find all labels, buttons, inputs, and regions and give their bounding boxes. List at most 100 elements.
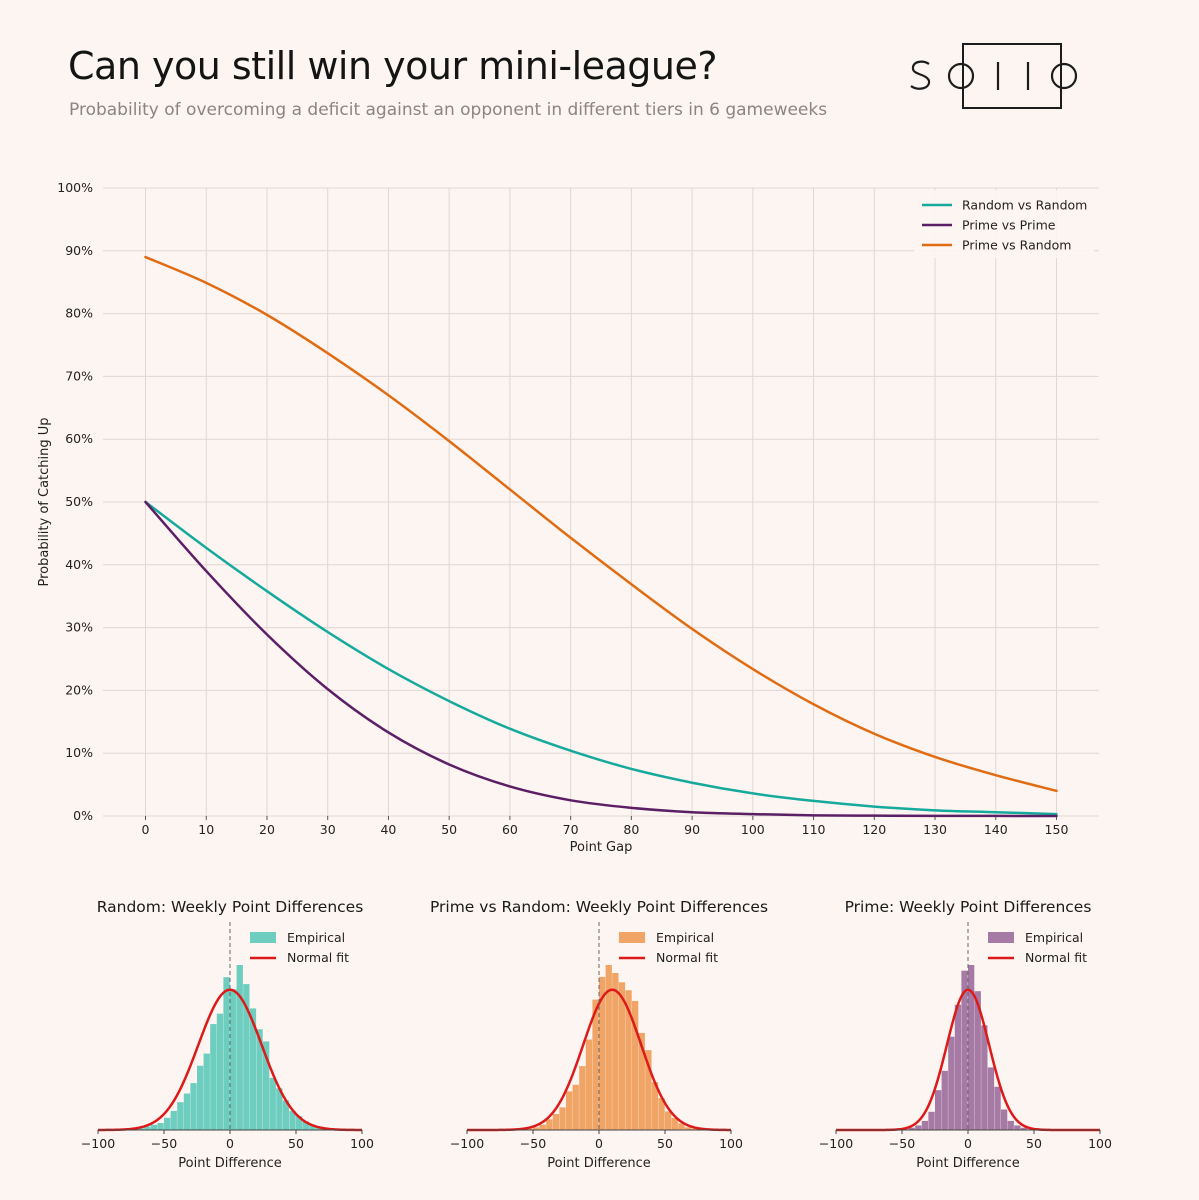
x-tick-label: 0 <box>226 1136 234 1151</box>
histogram-bar <box>137 1128 144 1130</box>
histogram-bar <box>954 1004 962 1130</box>
legend-label: Normal fit <box>656 950 718 965</box>
histogram-bar <box>533 1127 540 1130</box>
histogram-bar <box>170 1110 177 1130</box>
legend-label: Empirical <box>287 930 345 945</box>
histogram-bar <box>572 1084 579 1130</box>
x-tick-label: 50 <box>441 822 457 837</box>
x-axis-label: Point Difference <box>178 1156 281 1171</box>
x-tick-label: 40 <box>380 822 396 837</box>
histogram-bar <box>579 1066 586 1130</box>
histogram-bar <box>289 1110 296 1130</box>
histogram-bar <box>216 1013 224 1130</box>
x-tick-label: 110 <box>802 822 826 837</box>
histogram-bar <box>296 1116 303 1130</box>
x-tick-label: 150 <box>1045 822 1069 837</box>
histogram-bar <box>559 1107 566 1130</box>
legend-label: Prime vs Random <box>962 238 1071 253</box>
x-tick-label: 100 <box>719 1136 743 1151</box>
y-tick-label: 40% <box>65 557 93 572</box>
histogram-bar <box>157 1123 164 1130</box>
y-tick-label: 100% <box>57 180 93 195</box>
histogram-bar <box>526 1128 533 1130</box>
x-tick-label: 130 <box>923 822 947 837</box>
histogram-bar <box>309 1124 316 1130</box>
legend-label: Random vs Random <box>962 198 1087 213</box>
x-tick-label: 50 <box>657 1136 673 1151</box>
legend-label: Normal fit <box>287 950 349 965</box>
histogram-bar <box>223 977 230 1130</box>
y-tick-label: 90% <box>65 243 93 258</box>
x-tick-label: 10 <box>198 822 214 837</box>
x-tick-label: 60 <box>502 822 518 837</box>
x-tick-label: 90 <box>684 822 700 837</box>
histogram-bar <box>210 1024 217 1130</box>
legend-swatch-empirical <box>988 932 1014 943</box>
legend-swatch-empirical <box>619 932 645 943</box>
histogram-bar <box>197 1065 204 1130</box>
histogram-bar <box>546 1119 553 1130</box>
histogram-bar <box>599 976 606 1130</box>
legend-label: Empirical <box>1025 930 1083 945</box>
histogram-bar <box>144 1126 151 1130</box>
histogram-bar <box>1014 1125 1021 1130</box>
histogram-bar <box>948 1036 955 1130</box>
logo-frame <box>962 43 1062 109</box>
histogram-bar <box>961 970 968 1130</box>
histogram-bar <box>671 1118 678 1130</box>
histogram-title: Prime: Weekly Point Differences <box>845 898 1092 916</box>
page-title: Can you still win your mini-league? <box>68 44 718 88</box>
histogram-bar <box>974 991 981 1130</box>
x-tick-label: 30 <box>320 822 336 837</box>
histogram-bar <box>928 1111 935 1130</box>
histogram-bar <box>981 1025 988 1130</box>
series-line-prime-vs-prime <box>144 500 1058 818</box>
x-tick-label: 50 <box>288 1136 304 1151</box>
y-axis-label: Probability of Catching Up <box>37 417 52 586</box>
histogram-bar <box>684 1127 692 1130</box>
normal-fit-curve <box>97 988 363 1132</box>
histogram-bar <box>632 1000 639 1130</box>
histogram-bar <box>585 1039 593 1130</box>
histogram-bar <box>678 1123 685 1130</box>
histogram-bar <box>612 972 619 1130</box>
x-tick-label: −50 <box>520 1136 546 1151</box>
histogram-bar <box>658 1098 665 1130</box>
histogram-bar <box>249 1008 257 1130</box>
histogram-bar <box>539 1124 546 1130</box>
x-tick-label: 0 <box>964 1136 972 1151</box>
histogram-random: Random: Weekly Point Differences −100 −50 0… <box>81 898 374 1171</box>
x-tick-label: −50 <box>151 1136 177 1151</box>
histogram-bar <box>566 1091 573 1130</box>
histogram-bar <box>203 1053 210 1130</box>
histogram-bar <box>921 1120 929 1130</box>
y-tick-label: 30% <box>65 620 93 635</box>
histogram-bar <box>190 1083 197 1130</box>
histogram-prime-vs-random: Prime vs Random: Weekly Point Difference… <box>430 898 768 1171</box>
x-axis-label: Point Gap <box>570 840 633 855</box>
legend-swatch-empirical <box>250 932 276 943</box>
x-axis-label: Point Difference <box>916 1156 1019 1171</box>
x-tick-label: 140 <box>984 822 1008 837</box>
histogram-bar <box>269 1077 276 1130</box>
histogram-title: Random: Weekly Point Differences <box>97 898 364 916</box>
histogram-bar <box>230 989 237 1130</box>
x-tick-label: 80 <box>623 822 639 837</box>
x-tick-label: −100 <box>450 1136 484 1151</box>
y-tick-label: 50% <box>65 494 93 509</box>
x-tick-label: −50 <box>889 1136 915 1151</box>
histogram-bar <box>1007 1120 1014 1130</box>
histogram-bar <box>645 1050 652 1130</box>
histogram-bar <box>908 1127 915 1130</box>
legend-label: Empirical <box>656 930 714 945</box>
histogram-bar <box>183 1093 191 1130</box>
histogram-bar <box>618 982 626 1130</box>
x-tick-label: 100 <box>741 822 765 837</box>
x-tick-label: −100 <box>81 1136 115 1151</box>
x-tick-label: 20 <box>259 822 275 837</box>
histogram-bar <box>625 990 632 1130</box>
page-subtitle: Probability of overcoming a deficit agai… <box>69 100 828 120</box>
histogram-bar <box>1001 1109 1008 1130</box>
x-axis-label: Point Difference <box>547 1156 650 1171</box>
histogram-bar <box>1020 1127 1028 1130</box>
